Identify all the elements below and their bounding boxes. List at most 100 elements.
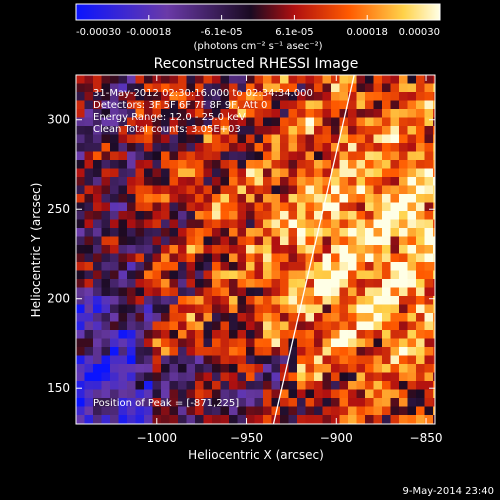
heatmap-cell: [101, 355, 111, 365]
heatmap-cell: [118, 423, 128, 424]
heatmap-cell: [152, 253, 162, 263]
heatmap-cell: [331, 415, 341, 424]
heatmap-cell: [220, 398, 230, 408]
heatmap-cell: [407, 406, 417, 416]
heatmap-cell: [246, 219, 256, 229]
heatmap-cell: [76, 177, 86, 187]
heatmap-cell: [144, 75, 154, 85]
heatmap-cell: [127, 185, 137, 195]
heatmap-cell: [433, 185, 435, 195]
heatmap-cell: [254, 398, 264, 408]
heatmap-cell: [178, 194, 188, 204]
heatmap-cell: [416, 313, 426, 323]
heatmap-cell: [161, 245, 171, 255]
heatmap-cell: [305, 364, 315, 374]
heatmap-cell: [118, 372, 128, 382]
heatmap-cell: [144, 117, 154, 127]
heatmap-cell: [373, 287, 383, 297]
heatmap-cell: [382, 211, 392, 221]
heatmap-cell: [331, 185, 341, 195]
heatmap-cell: [254, 287, 264, 297]
heatmap-cell: [76, 202, 86, 212]
heatmap-cell: [433, 117, 435, 127]
heatmap-cell: [246, 347, 256, 357]
heatmap-cell: [433, 143, 435, 153]
heatmap-cell: [271, 364, 281, 374]
heatmap-cell: [229, 372, 239, 382]
heatmap-cell: [424, 330, 434, 340]
heatmap-cell: [161, 117, 171, 127]
heatmap-cell: [356, 143, 366, 153]
heatmap-cell: [93, 270, 103, 280]
heatmap-cell: [101, 270, 111, 280]
heatmap-cell: [365, 313, 375, 323]
heatmap-cell: [271, 100, 281, 110]
heatmap-cell: [186, 423, 196, 424]
heatmap-cell: [76, 287, 86, 297]
heatmap-cell: [195, 100, 205, 110]
heatmap-cell: [288, 296, 298, 306]
heatmap-cell: [195, 245, 205, 255]
heatmap-cell: [118, 364, 128, 374]
heatmap-cell: [356, 236, 366, 246]
heatmap-cell: [424, 194, 434, 204]
heatmap-cell: [186, 134, 196, 144]
heatmap-cell: [84, 185, 94, 195]
heatmap-cell: [101, 381, 111, 391]
heatmap-cell: [169, 126, 179, 136]
heatmap-cell: [118, 177, 128, 187]
heatmap-cell: [280, 134, 290, 144]
heatmap-cell: [263, 75, 273, 85]
heatmap-cell: [118, 228, 128, 238]
heatmap-cell: [280, 279, 290, 289]
heatmap-cell: [229, 219, 239, 229]
heatmap-cell: [416, 398, 426, 408]
heatmap-cell: [118, 100, 128, 110]
heatmap-cell: [288, 415, 298, 424]
heatmap-cell: [76, 211, 86, 221]
heatmap-cell: [161, 270, 171, 280]
heatmap-cell: [161, 372, 171, 382]
heatmap-cell: [110, 177, 120, 187]
heatmap-cell: [246, 330, 256, 340]
heatmap-cell: [331, 117, 341, 127]
heatmap-cell: [152, 389, 162, 399]
heatmap-cell: [110, 160, 120, 170]
heatmap-cell: [399, 177, 409, 187]
heatmap-cell: [161, 279, 171, 289]
heatmap-cell: [84, 245, 94, 255]
heatmap-cell: [288, 177, 298, 187]
heatmap-cell: [152, 313, 162, 323]
heatmap-cell: [186, 270, 196, 280]
heatmap-cell: [186, 355, 196, 365]
heatmap-cell: [424, 117, 434, 127]
heatmap-cell: [280, 389, 290, 399]
heatmap-cell: [237, 100, 247, 110]
heatmap-cell: [305, 389, 315, 399]
heatmap-cell: [220, 168, 230, 178]
heatmap-cell: [407, 236, 417, 246]
heatmap-cell: [263, 109, 273, 119]
heatmap-cell: [339, 109, 349, 119]
heatmap-cell: [76, 372, 86, 382]
heatmap-cell: [203, 355, 213, 365]
heatmap-cell: [212, 381, 222, 391]
heatmap-cell: [288, 330, 298, 340]
heatmap-cell: [339, 126, 349, 136]
heatmap-cell: [135, 398, 145, 408]
heatmap-cell: [246, 185, 256, 195]
heatmap-cell: [110, 228, 120, 238]
heatmap-cell: [118, 83, 128, 93]
heatmap-cell: [76, 279, 86, 289]
x-tick-label: −950: [230, 431, 263, 445]
heatmap-cell: [152, 304, 162, 314]
heatmap-cell: [339, 75, 349, 85]
heatmap-cell: [135, 151, 145, 161]
heatmap-cell: [373, 185, 383, 195]
heatmap-cell: [178, 75, 188, 85]
heatmap-cell: [416, 304, 426, 314]
heatmap-cell: [237, 304, 247, 314]
heatmap-cell: [297, 75, 307, 85]
heatmap-cell: [407, 75, 417, 85]
heatmap-cell: [271, 92, 281, 102]
